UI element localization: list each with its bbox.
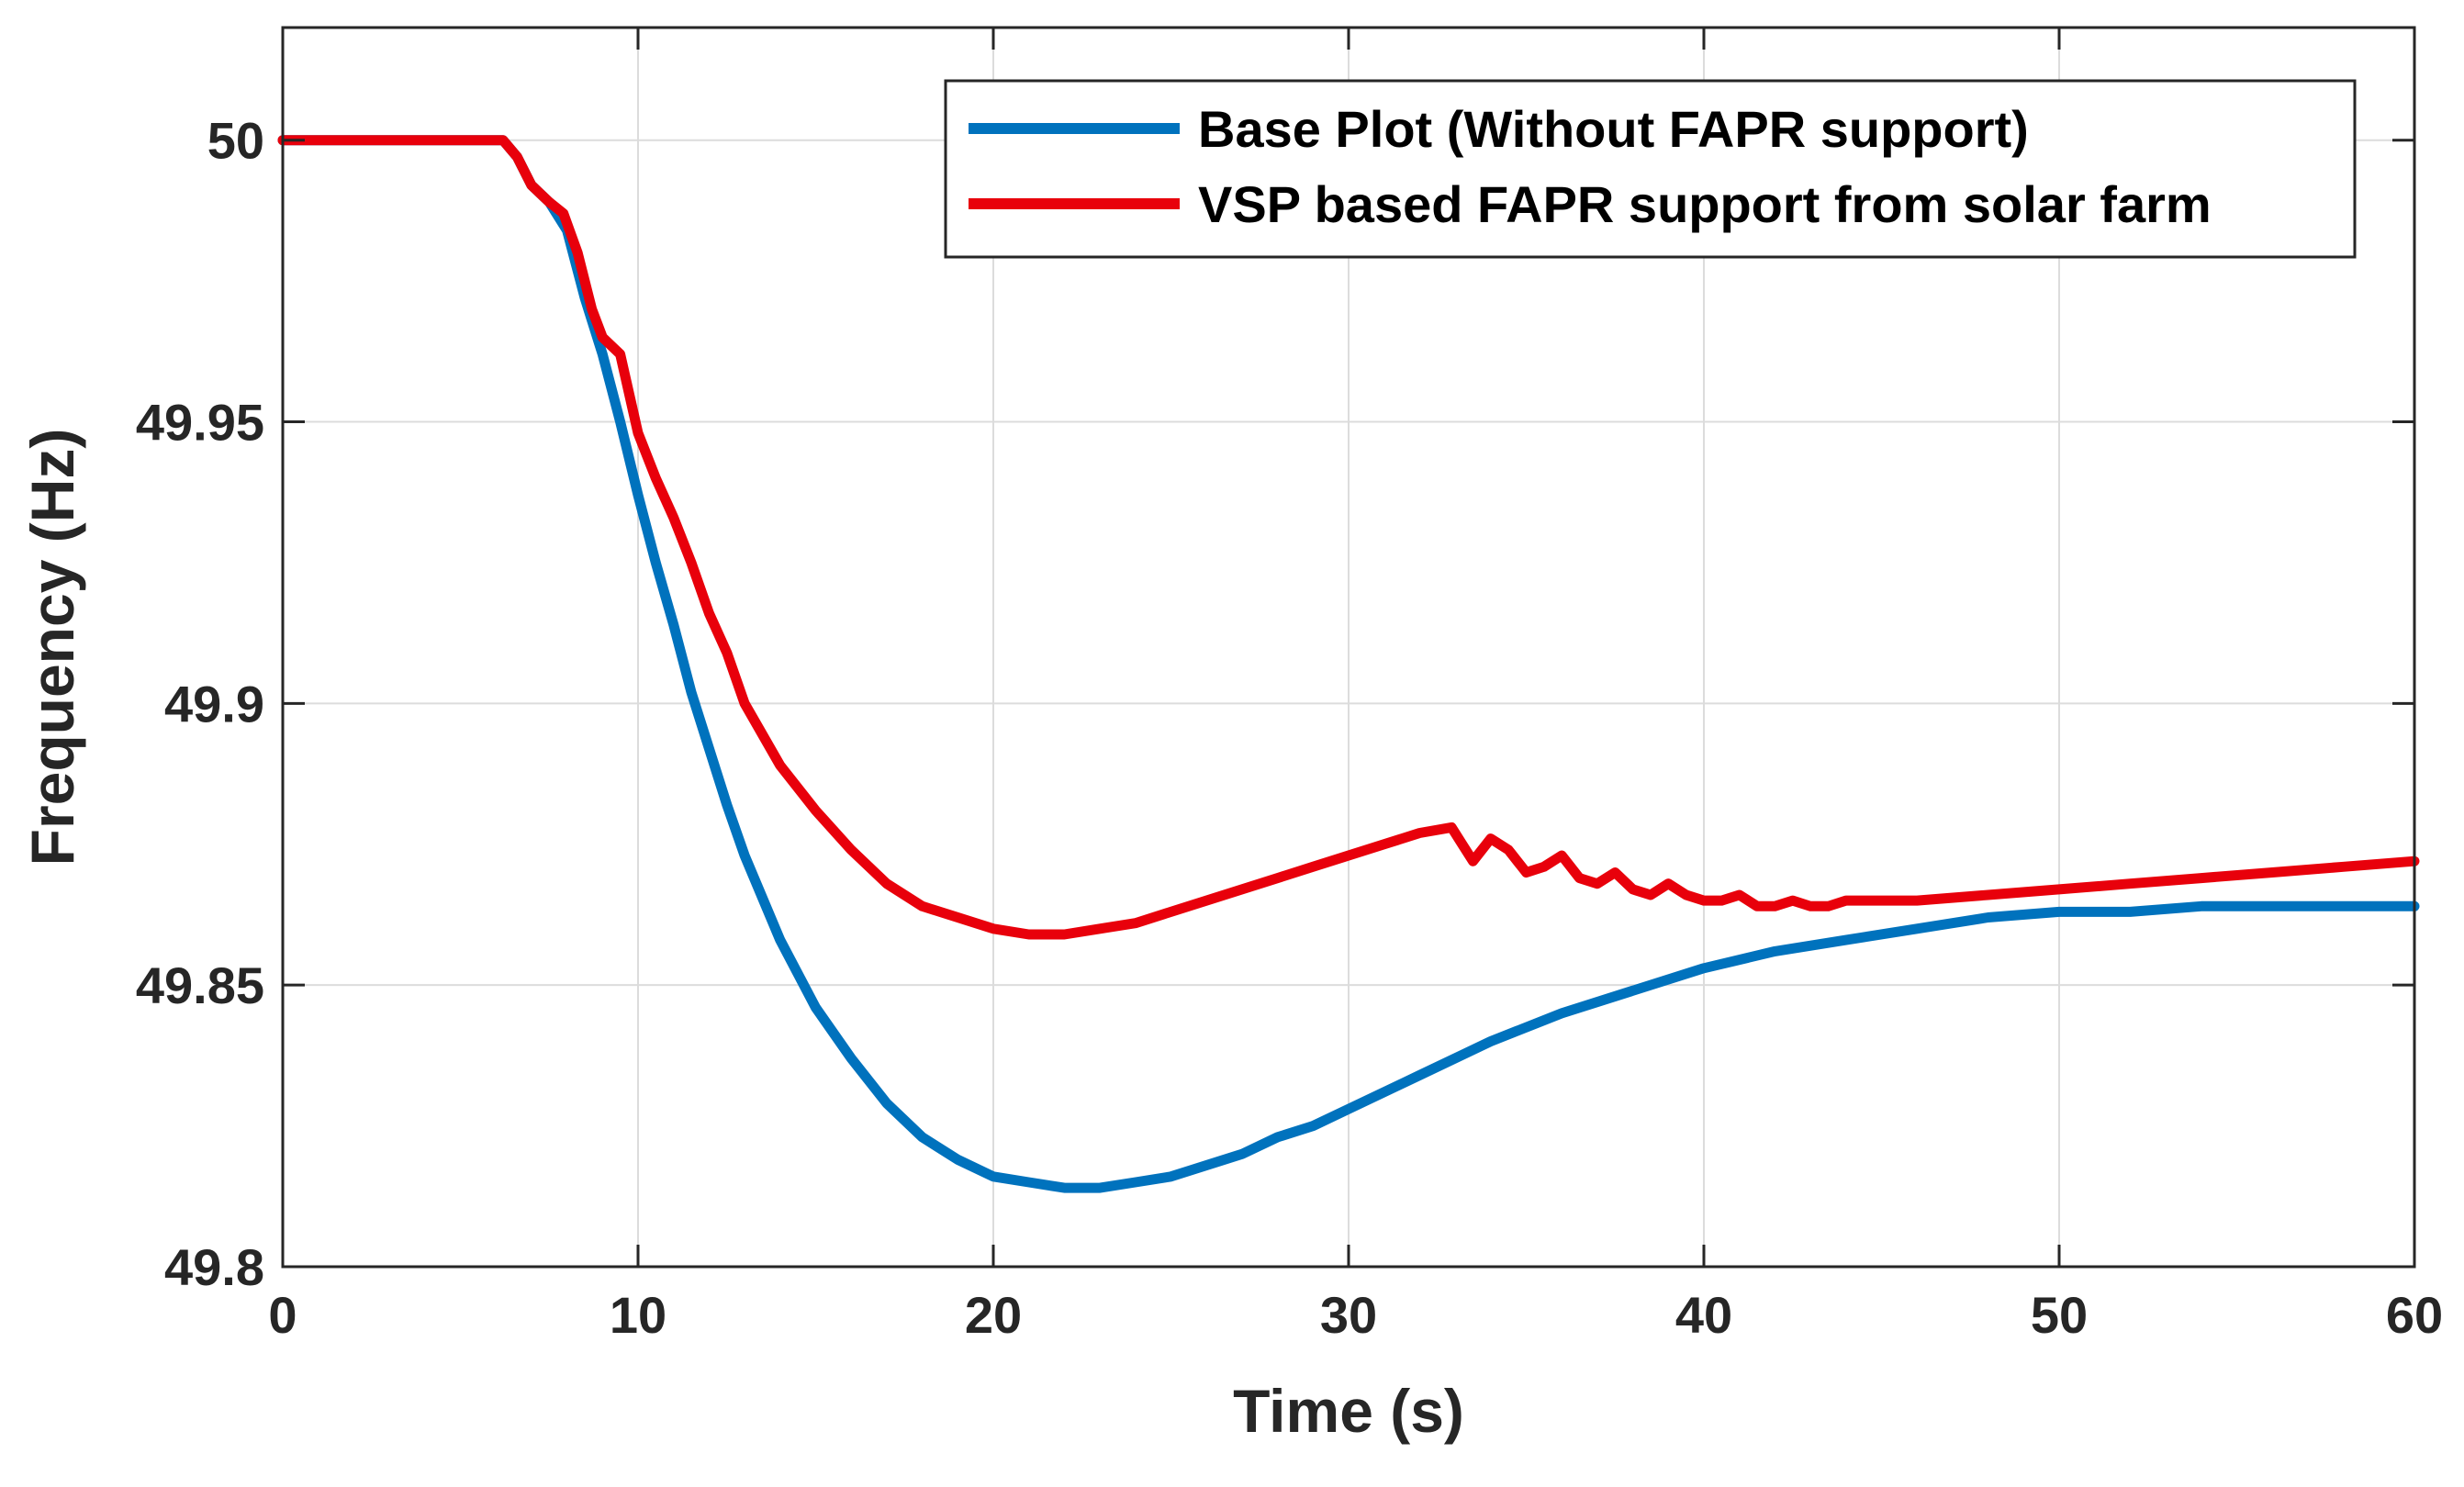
- x-tick-label: 20: [965, 1286, 1022, 1344]
- x-axis-title: Time (s): [1233, 1377, 1464, 1445]
- y-tick-label: 49.85: [136, 956, 264, 1014]
- series-line-vsp-fapr: [277, 135, 2420, 940]
- legend-label-vsp-fapr: VSP based FAPR support from solar farm: [1198, 175, 2212, 233]
- series-line-base-plot: [277, 135, 2420, 1193]
- tick-layer: [281, 28, 2416, 1269]
- tick-label-layer: 0 10 20 30 40 50 60 49.8 49.85 49.9 49.95 50: [136, 112, 2443, 1344]
- x-tick-label: 60: [2386, 1286, 2443, 1344]
- legend: Base Plot (Without FAPR support) VSP bas…: [944, 79, 2357, 259]
- x-tick-label: 0: [268, 1286, 297, 1344]
- x-tick-label: 40: [1675, 1286, 1732, 1344]
- x-tick-label: 50: [2031, 1286, 2088, 1344]
- series-layer: [277, 135, 2420, 1193]
- y-axis-title: Frequency (Hz): [18, 429, 86, 866]
- y-tick-label: 49.9: [164, 675, 264, 732]
- legend-label-base-plot: Base Plot (Without FAPR support): [1198, 100, 2029, 158]
- y-tick-label: 49.8: [164, 1238, 264, 1296]
- x-tick-label: 10: [610, 1286, 666, 1344]
- x-tick-label: 30: [1320, 1286, 1377, 1344]
- y-tick-label: 49.95: [136, 394, 264, 452]
- legend-box: [944, 79, 2357, 259]
- y-tick-label: 50: [207, 112, 264, 170]
